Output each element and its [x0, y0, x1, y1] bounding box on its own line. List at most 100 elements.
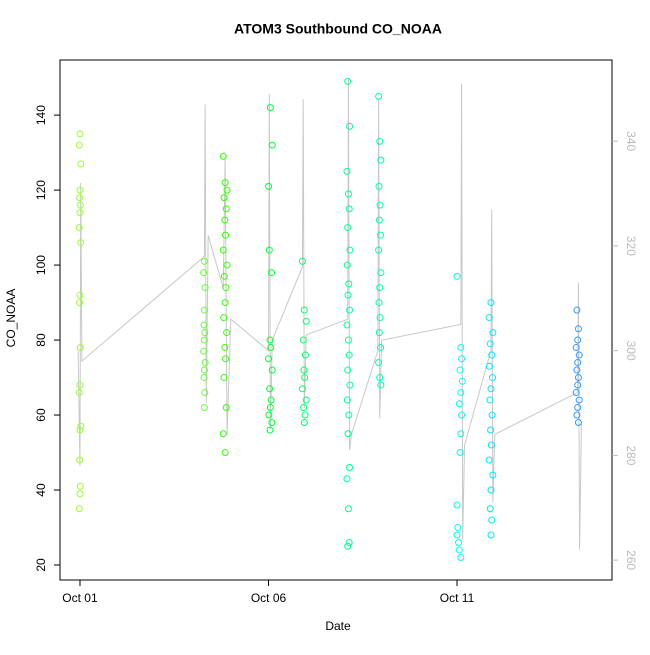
y-tick-label: 40 [34, 483, 48, 497]
point [222, 205, 230, 213]
point [489, 329, 497, 337]
point [77, 422, 85, 430]
point [456, 366, 464, 374]
y-tick-label: 60 [34, 408, 48, 422]
point [298, 385, 306, 393]
point [458, 355, 466, 363]
point [375, 92, 383, 100]
point [376, 374, 384, 382]
point [75, 389, 83, 397]
point [344, 366, 352, 374]
point [219, 246, 227, 254]
point [75, 224, 83, 232]
point [457, 344, 465, 352]
x-tick-label: Oct 01 [62, 591, 98, 605]
point [268, 141, 276, 149]
point [573, 306, 581, 314]
point [346, 122, 354, 130]
x-tick-label: Oct 06 [251, 591, 287, 605]
x-axis-label: Date [325, 619, 351, 633]
point [301, 351, 309, 359]
point [344, 291, 352, 299]
plot-frame [59, 59, 613, 581]
point [488, 516, 496, 524]
point [343, 321, 351, 329]
point [574, 374, 582, 382]
point [267, 344, 275, 352]
point [458, 377, 466, 385]
point [343, 167, 351, 175]
point [300, 404, 308, 412]
point [266, 104, 274, 112]
point [76, 456, 84, 464]
point [487, 299, 495, 307]
point [298, 257, 306, 265]
point [302, 317, 310, 325]
point [375, 246, 383, 254]
point [377, 381, 385, 389]
point [376, 314, 384, 322]
point [344, 77, 352, 85]
point [76, 209, 84, 217]
point [200, 336, 208, 344]
point [200, 257, 208, 265]
point [573, 411, 581, 419]
point [455, 539, 463, 547]
point [377, 269, 385, 277]
point [453, 272, 461, 280]
point [345, 205, 353, 213]
point [488, 351, 496, 359]
point [572, 344, 580, 352]
point [573, 366, 581, 374]
x-tick-label: Oct 11 [440, 591, 475, 605]
point [375, 216, 383, 224]
point [343, 396, 351, 404]
point [344, 430, 352, 438]
point [266, 404, 274, 412]
point [201, 359, 209, 367]
point [200, 347, 208, 355]
point [76, 344, 84, 352]
point [76, 130, 84, 138]
y-tick-label: 140 [34, 105, 48, 125]
point [221, 449, 229, 457]
y-axis-label: CO_NOAA [4, 289, 18, 348]
point [345, 539, 353, 547]
point [268, 419, 276, 427]
point [76, 299, 84, 307]
point [345, 280, 353, 288]
point [266, 336, 274, 344]
point [268, 366, 276, 374]
point [485, 362, 493, 370]
point [457, 430, 465, 438]
point [487, 531, 495, 539]
point [376, 137, 384, 145]
point [220, 314, 228, 322]
point [574, 381, 582, 389]
point [453, 531, 461, 539]
point [221, 344, 229, 352]
point [344, 336, 352, 344]
point [456, 449, 464, 457]
y-tick-label: 120 [34, 180, 48, 200]
point [219, 152, 227, 160]
y2-tick-label: 300 [624, 341, 638, 361]
point [265, 182, 273, 190]
point [219, 430, 227, 438]
point [299, 336, 307, 344]
y2-tick-label: 320 [624, 236, 638, 256]
point [375, 182, 383, 190]
point [375, 359, 383, 367]
point [455, 400, 463, 408]
point [486, 505, 494, 513]
point [200, 321, 208, 329]
point [487, 486, 495, 494]
point [344, 542, 352, 550]
y2-tick-label: 340 [624, 131, 638, 151]
point [222, 284, 230, 292]
y-tick-label: 20 [34, 558, 48, 572]
point [200, 269, 208, 277]
point [76, 490, 84, 498]
point [346, 464, 354, 472]
point [486, 340, 494, 348]
